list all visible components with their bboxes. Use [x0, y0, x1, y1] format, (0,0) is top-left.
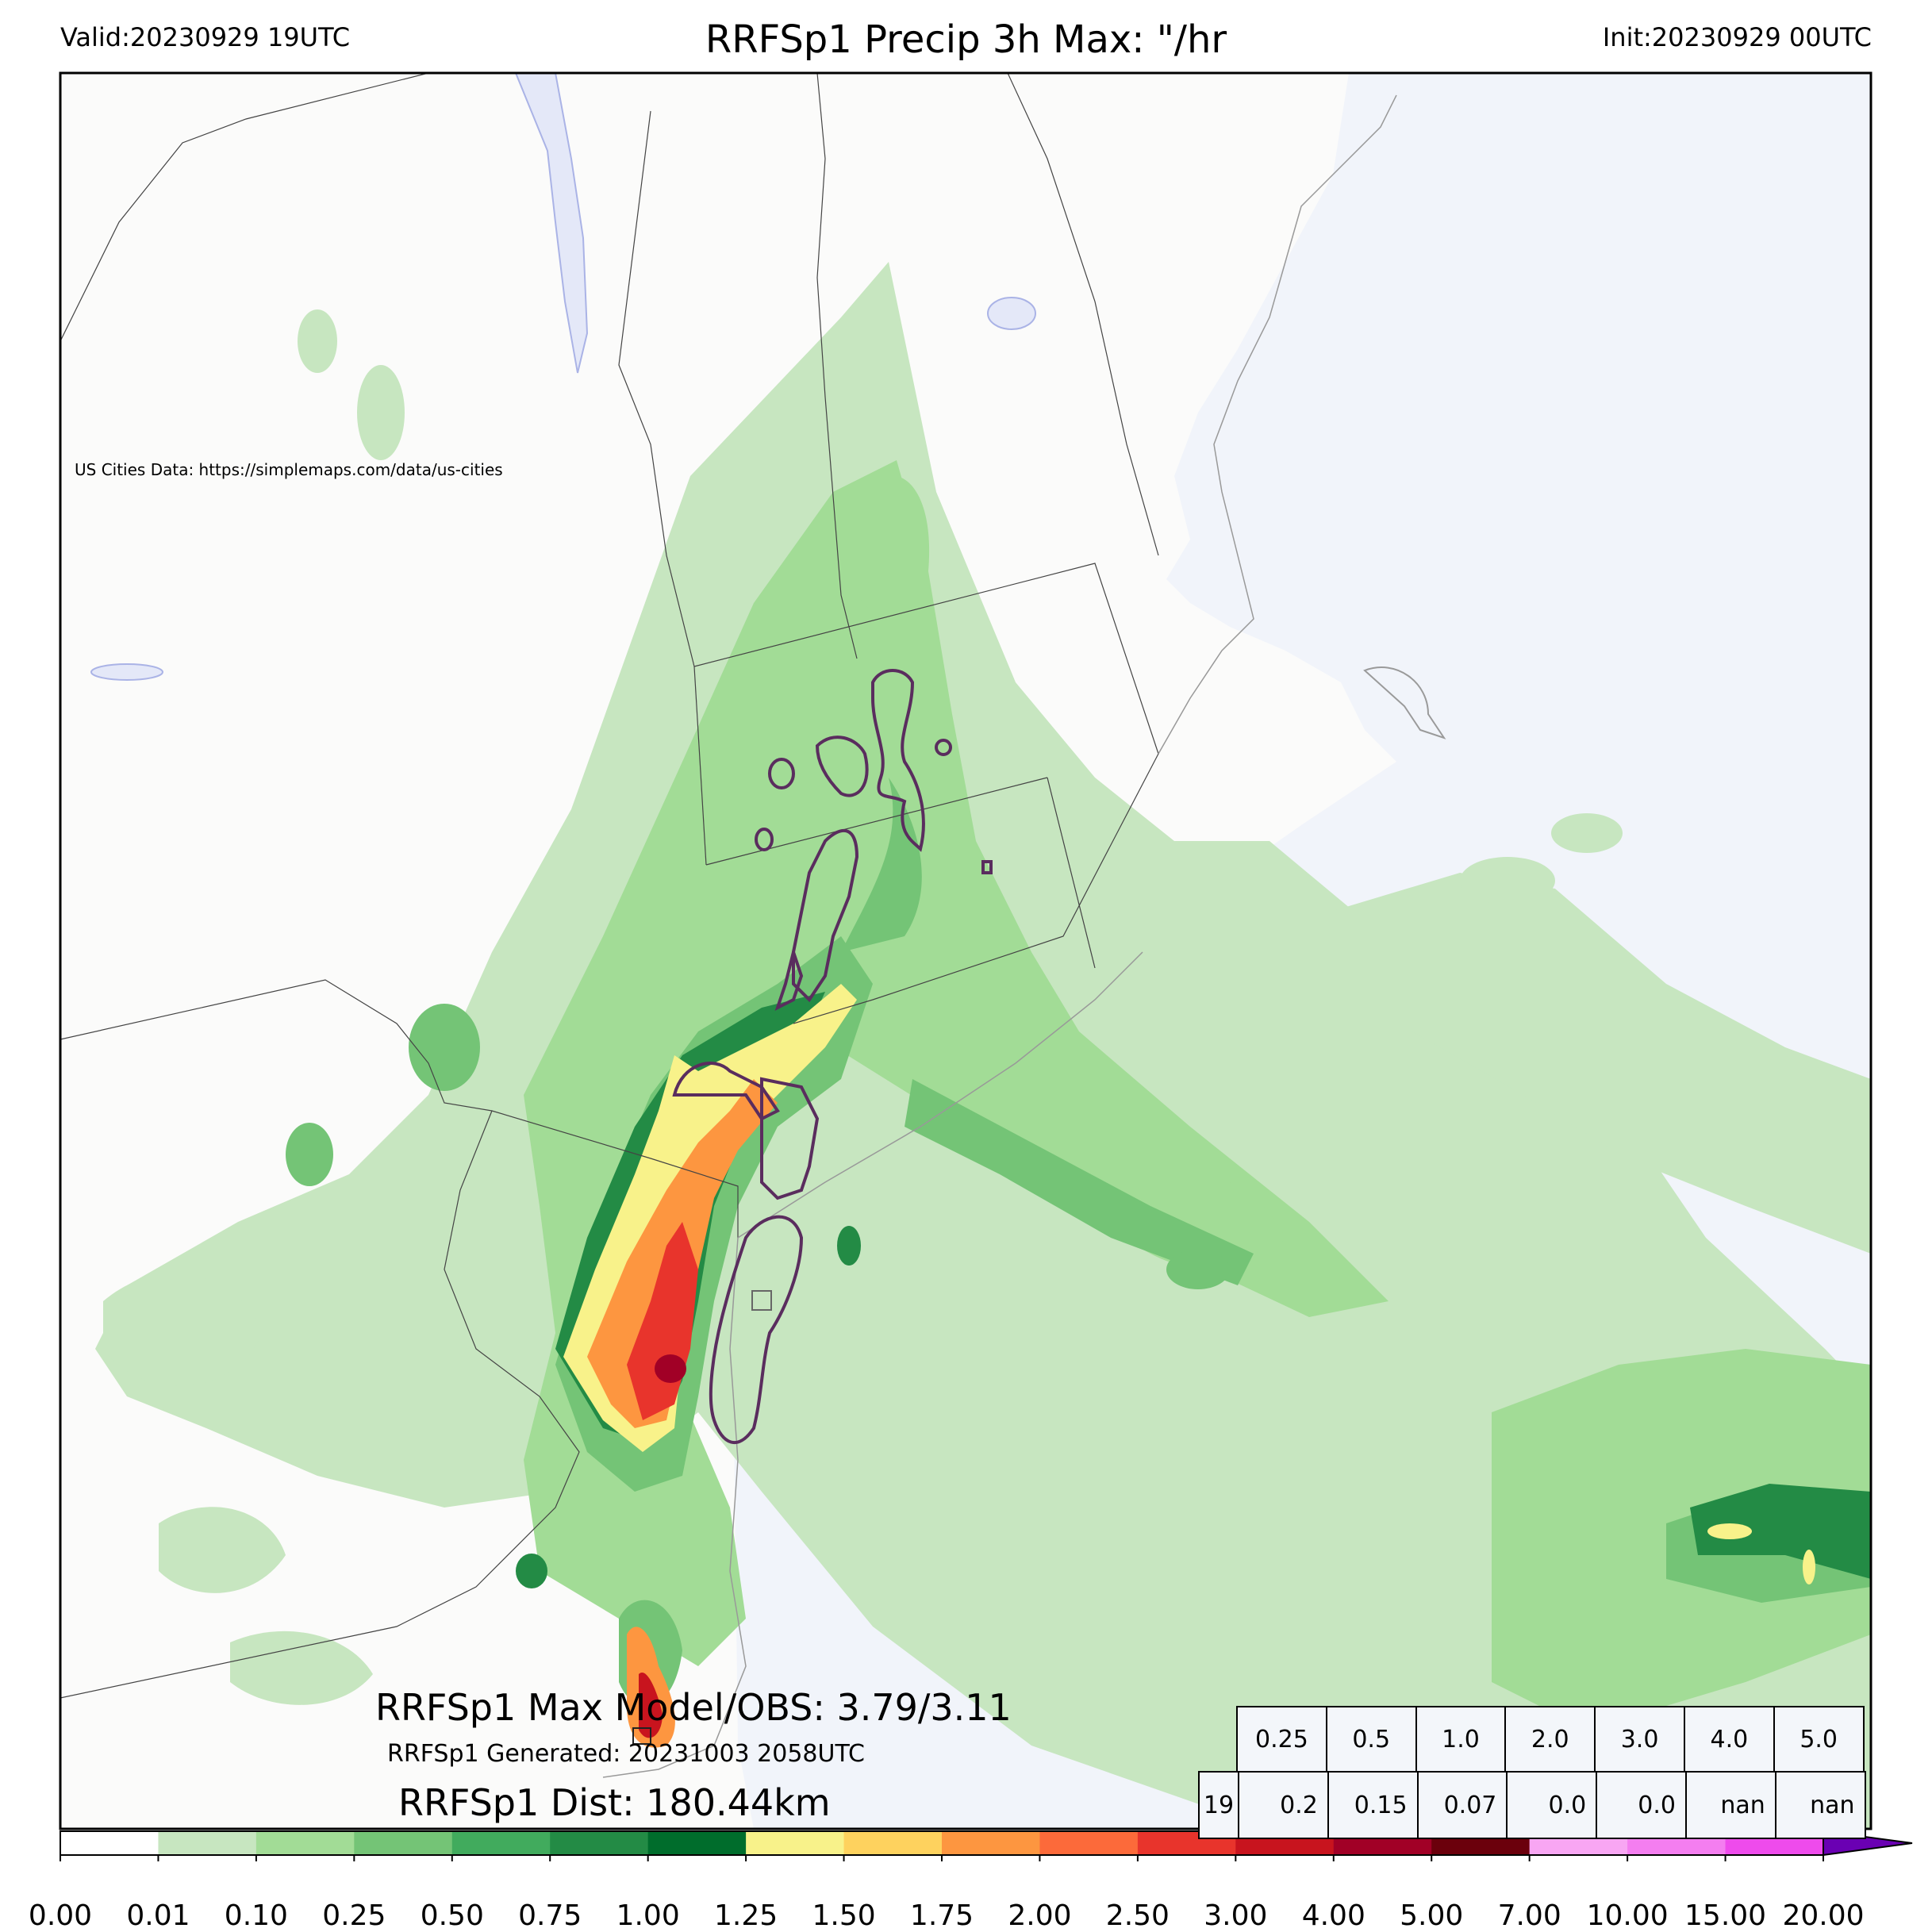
data-credit: US Cities Data: https://simplemaps.com/d… — [75, 460, 503, 479]
colorbar-segment — [942, 1831, 1040, 1855]
generated-time: RRFSp1 Generated: 20231003 2058UTC — [387, 1740, 865, 1768]
cape-cod — [1363, 666, 1446, 739]
value-row: 19 0.2 0.15 0.07 0.0 0.0 nan nan — [1198, 1771, 1866, 1839]
stats-table: 0.25 0.5 1.0 2.0 3.0 4.0 5.0 19 0.2 0.15… — [1198, 1706, 1876, 1839]
colorbar-tick-label: 2.00 — [1008, 1899, 1072, 1932]
hour-cell: 19 — [1198, 1771, 1239, 1839]
obs-contours — [672, 669, 993, 1445]
colorbar-tick-label: 0.01 — [126, 1899, 190, 1932]
max-distance: RRFSp1 Dist: 180.44km — [398, 1781, 831, 1824]
colorbar-tick-label: 1.75 — [909, 1899, 974, 1932]
colorbar-tick-label: 4.00 — [1301, 1899, 1365, 1932]
coastline — [602, 94, 1397, 1778]
precip-max-core — [655, 1354, 686, 1383]
colorbar-segment — [746, 1831, 845, 1855]
colorbar-tick-label: 0.25 — [322, 1899, 386, 1932]
model-max-marker — [632, 1727, 651, 1745]
colorbar-segment — [255, 1831, 355, 1855]
lake-champlain — [514, 73, 589, 374]
init-time: Init:20230929 00UTC — [1602, 22, 1872, 52]
value-cell: 0.07 — [1416, 1771, 1508, 1839]
state-borders — [60, 73, 1159, 1699]
colorbar-segment — [60, 1831, 159, 1855]
threshold-cell: 2.0 — [1504, 1706, 1596, 1773]
colorbar-tick-label: 1.50 — [812, 1899, 876, 1932]
colorbar-ticks: 0.00 0.01 0.10 0.25 0.50 0.75 1.00 1.25 1.50 1.75… — [0, 1899, 1932, 1932]
valid-time: Valid:20230929 19UTC — [60, 22, 351, 52]
lake-winnipesaukee — [987, 297, 1036, 330]
colorbar-segment — [451, 1831, 551, 1855]
colorbar-tick-label: 1.00 — [616, 1899, 680, 1932]
threshold-cell: 0.25 — [1236, 1706, 1327, 1773]
threshold-cell: 4.0 — [1683, 1706, 1775, 1773]
colorbar-tick-label: 3.00 — [1204, 1899, 1268, 1932]
threshold-cell: 5.0 — [1773, 1706, 1865, 1773]
threshold-row: 0.25 0.5 1.0 2.0 3.0 4.0 5.0 — [1236, 1706, 1865, 1773]
lake-icon — [90, 663, 163, 681]
value-cell: 0.0 — [1596, 1771, 1687, 1839]
colorbar-tick-label: 15.00 — [1684, 1899, 1767, 1932]
colorbar-tick-label: 10.00 — [1586, 1899, 1669, 1932]
threshold-cell: 0.5 — [1325, 1706, 1417, 1773]
colorbar-tick-label: 5.00 — [1400, 1899, 1464, 1932]
threshold-cell: 3.0 — [1594, 1706, 1685, 1773]
colorbar-segment — [158, 1831, 257, 1855]
obs-max-marker — [751, 1290, 772, 1311]
colorbar-segment — [647, 1831, 747, 1855]
colorbar-segment — [550, 1831, 649, 1855]
colorbar-segment — [354, 1831, 453, 1855]
colorbar-tick-label: 0.75 — [518, 1899, 582, 1932]
value-cell: nan — [1684, 1771, 1776, 1839]
colorbar-segment — [843, 1831, 943, 1855]
colorbar-tick-label: 0.50 — [420, 1899, 484, 1932]
precip-offshore-yellow-2 — [1803, 1550, 1815, 1584]
colorbar-tick-label: 7.00 — [1497, 1899, 1561, 1932]
max-model-obs: RRFSp1 Max Model/OBS: 3.79/3.11 — [375, 1686, 1012, 1729]
threshold-cell: 1.0 — [1415, 1706, 1507, 1773]
colorbar-tick-label: 0.00 — [28, 1899, 93, 1932]
colorbar-tick-label: 0.10 — [224, 1899, 288, 1932]
map-frame — [59, 71, 1872, 1830]
colorbar-segment — [1039, 1831, 1139, 1855]
value-cell: 0.0 — [1506, 1771, 1598, 1839]
precip-south-core — [639, 1673, 663, 1738]
value-cell: 0.15 — [1327, 1771, 1419, 1839]
colorbar-tick-label: 1.25 — [714, 1899, 778, 1932]
page-title: RRFSp1 Precip 3h Max: "/hr — [705, 17, 1227, 62]
colorbar-tick-label: 2.50 — [1105, 1899, 1170, 1932]
value-cell: nan — [1774, 1771, 1866, 1839]
colorbar-tick-label: 20.00 — [1782, 1899, 1865, 1932]
precip-offshore-yellow — [1707, 1523, 1752, 1539]
value-cell: 0.2 — [1238, 1771, 1329, 1839]
